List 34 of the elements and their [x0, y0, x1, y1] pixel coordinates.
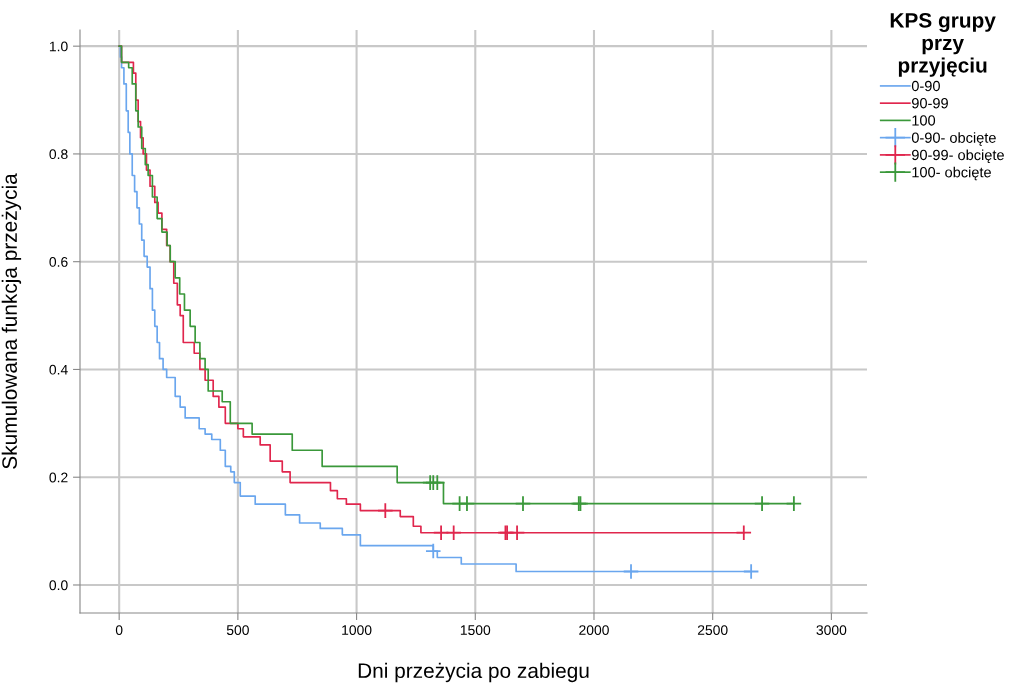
legend-label: 0-90- obcięte	[911, 132, 996, 146]
x-tick-label: 0	[115, 625, 123, 636]
legend-label: 100	[912, 115, 936, 126]
point	[753, 495, 771, 512]
point	[742, 563, 760, 580]
x-tick-label: 2500	[697, 625, 728, 636]
point	[508, 524, 526, 541]
point	[377, 502, 394, 519]
point	[425, 542, 442, 560]
point	[429, 474, 446, 491]
point	[514, 495, 532, 512]
x-tick-label: 3000	[816, 625, 847, 636]
y-tick-label: 0.0	[49, 580, 68, 591]
y-tick-label: 0.8	[49, 149, 68, 160]
x-tick-label: 1000	[342, 625, 372, 636]
legend-label: 90-99- obcięte	[912, 149, 1004, 164]
legend-label: 0-90	[911, 80, 940, 92]
y-axis-title: Skumulowana funkcja przeżycia	[1, 173, 22, 469]
point	[445, 524, 462, 541]
point	[735, 524, 752, 541]
legend-label: 100- obcięte	[912, 166, 991, 181]
x-tick-label: 500	[226, 625, 249, 636]
point	[785, 495, 803, 512]
x-tick-label: 2000	[579, 625, 609, 636]
y-tick-label: 0.4	[49, 364, 68, 375]
point	[458, 495, 476, 512]
x-axis-title: Dni przeżycia po zabiegu	[358, 662, 589, 683]
y-tick-label: 1.0	[49, 41, 68, 52]
legend-label: 90-99	[912, 98, 948, 109]
y-tick-label: 0.6	[49, 257, 68, 267]
legend-title: KPS grupy przy przyjęciu	[890, 12, 996, 77]
point	[622, 563, 640, 580]
y-tick-label: 0.2	[49, 472, 68, 483]
x-tick-label: 1500	[460, 625, 491, 636]
